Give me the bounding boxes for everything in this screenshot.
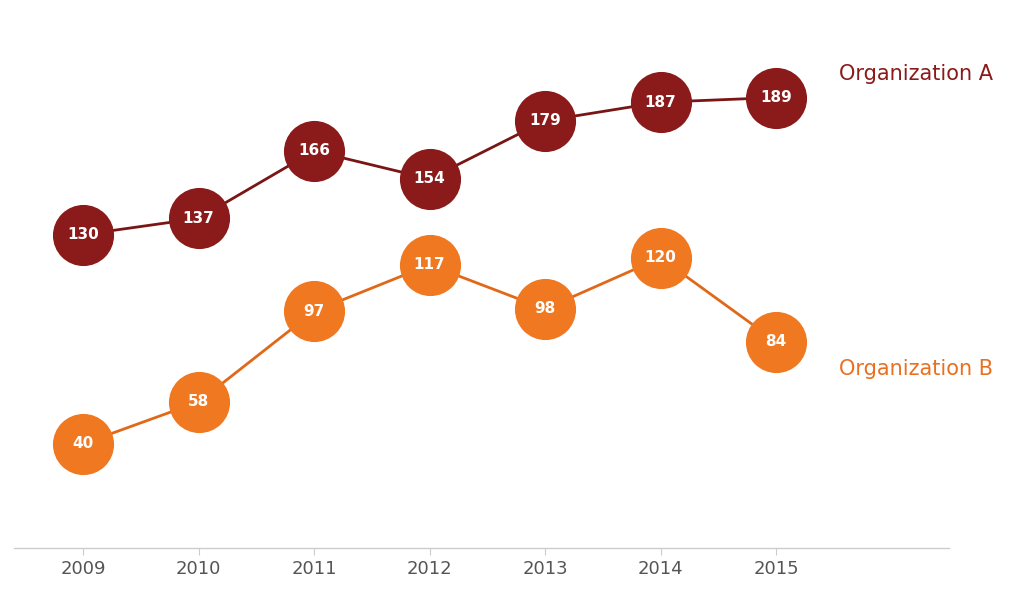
Point: [190, 214, 207, 223]
Point: [537, 304, 553, 314]
Text: 98: 98: [535, 301, 556, 317]
Text: 166: 166: [298, 143, 330, 159]
Text: Organization A: Organization A: [840, 65, 993, 84]
Text: 97: 97: [303, 304, 325, 319]
Point: [190, 397, 207, 407]
Point: [422, 174, 438, 184]
Text: 58: 58: [188, 394, 209, 410]
Point: [306, 146, 323, 156]
Point: [306, 307, 323, 316]
Point: [422, 260, 438, 269]
Point: [652, 253, 669, 263]
Point: [768, 337, 784, 346]
Text: 187: 187: [645, 95, 677, 110]
Text: 130: 130: [68, 227, 99, 242]
Point: [537, 116, 553, 126]
Point: [652, 98, 669, 107]
Text: 84: 84: [765, 334, 786, 349]
Text: Organization B: Organization B: [840, 359, 993, 379]
Text: 120: 120: [644, 250, 677, 265]
Text: 137: 137: [182, 211, 214, 226]
Point: [768, 93, 784, 102]
Point: [75, 230, 91, 239]
Text: 154: 154: [414, 171, 445, 186]
Text: 117: 117: [414, 258, 445, 272]
Text: 179: 179: [529, 113, 561, 128]
Point: [75, 439, 91, 449]
Text: 189: 189: [760, 90, 792, 105]
Text: 40: 40: [73, 436, 94, 451]
